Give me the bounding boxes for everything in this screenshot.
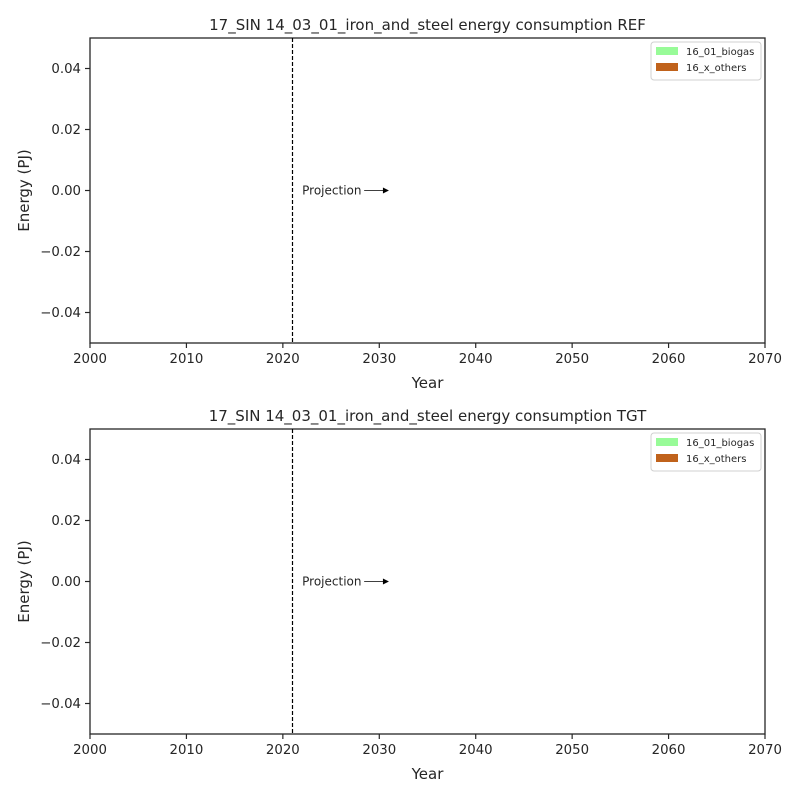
legend-box <box>650 432 762 472</box>
x-tick-label: 2010 <box>170 743 204 758</box>
y-tick-label: 0.02 <box>51 514 81 529</box>
y-axis-label: Energy (PJ) <box>15 149 33 231</box>
x-tick-label: 2040 <box>459 743 493 758</box>
y-tick-label: 0.02 <box>51 123 81 138</box>
x-tick-label: 2010 <box>170 352 204 367</box>
x-tick-label: 2000 <box>73 352 107 367</box>
x-tick-label: 2020 <box>266 352 300 367</box>
y-axis-label: Energy (PJ) <box>15 540 33 622</box>
axes-frame <box>89 428 766 735</box>
projection-arrow-head <box>382 578 389 585</box>
legend: 16_01_biogas 16_x_others <box>650 432 762 472</box>
y-tick-label: 0.00 <box>51 184 81 199</box>
legend-label: 16_x_others <box>686 454 747 465</box>
legend-swatch <box>656 63 678 71</box>
x-axis-label: Year <box>411 374 445 392</box>
chart-panel-tgt: 17_SIN 14_03_01_iron_and_steel energy co… <box>15 407 782 783</box>
projection-annotation: Projection <box>302 575 361 589</box>
x-tick-label: 2030 <box>362 352 396 367</box>
x-tick-label: 2070 <box>748 743 782 758</box>
y-tick-label: −0.04 <box>40 697 81 712</box>
x-tick-label: 2030 <box>362 743 396 758</box>
legend-box <box>650 41 762 81</box>
legend-label: 16_01_biogas <box>686 47 754 58</box>
y-tick-label: 0.00 <box>51 575 81 590</box>
y-tick-label: 0.04 <box>51 62 81 77</box>
x-tick-label: 2060 <box>652 352 686 367</box>
chart-title: 17_SIN 14_03_01_iron_and_steel energy co… <box>209 407 647 426</box>
x-tick-label: 2000 <box>73 743 107 758</box>
x-tick-label: 2050 <box>555 352 589 367</box>
legend: 16_01_biogas 16_x_others <box>650 41 762 81</box>
legend-swatch <box>656 454 678 462</box>
projection-annotation: Projection <box>302 184 361 198</box>
x-tick-label: 2040 <box>459 352 493 367</box>
x-tick-label: 2070 <box>748 352 782 367</box>
y-tick-label: −0.02 <box>40 245 81 260</box>
legend-swatch <box>656 438 678 446</box>
legend-label: 16_x_others <box>686 63 747 74</box>
axes-frame <box>89 37 766 344</box>
chart-title: 17_SIN 14_03_01_iron_and_steel energy co… <box>209 16 646 35</box>
x-tick-label: 2060 <box>652 743 686 758</box>
chart-panel-ref: 17_SIN 14_03_01_iron_and_steel energy co… <box>15 16 782 392</box>
y-tick-label: −0.04 <box>40 306 81 321</box>
x-axis-label: Year <box>411 765 445 783</box>
y-tick-label: 0.04 <box>51 453 81 468</box>
legend-label: 16_01_biogas <box>686 438 754 449</box>
x-tick-label: 2020 <box>266 743 300 758</box>
x-tick-label: 2050 <box>555 743 589 758</box>
y-tick-label: −0.02 <box>40 636 81 651</box>
legend-swatch <box>656 47 678 55</box>
projection-arrow-head <box>382 187 389 194</box>
